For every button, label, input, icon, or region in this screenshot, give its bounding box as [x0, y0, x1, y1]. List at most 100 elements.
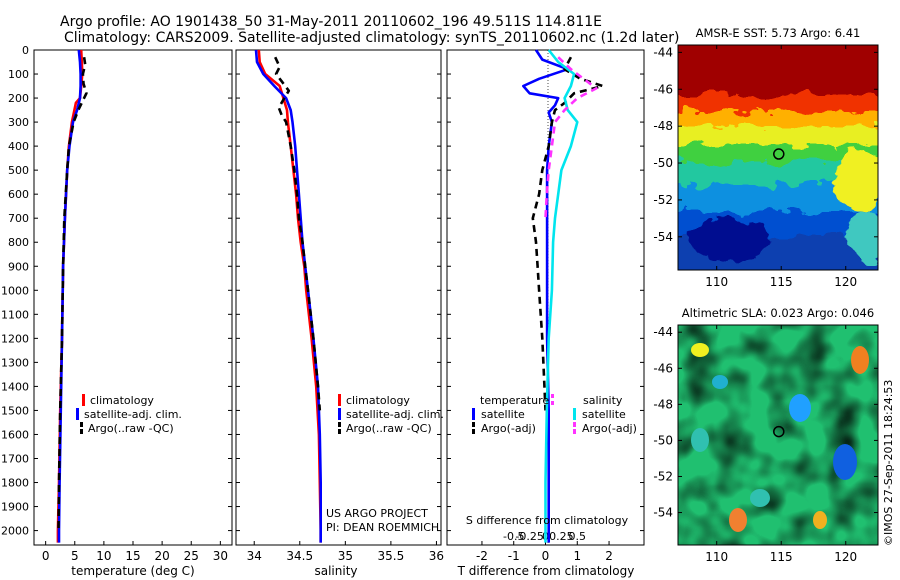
depth-tick-label: 400 — [8, 140, 29, 153]
legend-title-temperature: temperature — [480, 394, 549, 407]
sst-map-lon-label: 120 — [834, 275, 857, 289]
depth-tick-label: 700 — [8, 212, 29, 225]
legend-label-satellite-adj: satellite-adj. clim. — [84, 408, 182, 421]
sst-map-lat-label: -44 — [653, 45, 673, 59]
temperature-tick-label: 0 — [42, 549, 50, 563]
depth-tick-label: 1300 — [1, 356, 29, 369]
s-difference-tick-label: -0.25 — [515, 530, 543, 543]
sst-map-frame — [677, 44, 879, 271]
legend-title-salinity: salinity — [583, 394, 623, 407]
salinity-tick-label: 35.5 — [378, 549, 405, 563]
depth-tick-label: 1100 — [1, 308, 29, 321]
s-difference-tick-label: -0.5 — [503, 530, 524, 543]
temperature-xlabel: temperature (deg C) — [71, 564, 194, 578]
pi-credit: PI: DEAN ROEMMICH — [326, 521, 439, 534]
imos-timestamp: ©IMOS 27-Sep-2011 18:24:53 — [882, 380, 895, 546]
depth-tick-label: 800 — [8, 236, 29, 249]
difference-panel: -2 -1 0 1 2-0.5-0.250 0.250.5 — [446, 49, 645, 563]
sla-map-frame — [677, 324, 879, 546]
project-credit: US ARGO PROJECT — [326, 507, 428, 520]
legend-label-argo: Argo(..raw -QC) — [88, 422, 174, 435]
sst-map-lon-label: 115 — [770, 275, 793, 289]
legend-label-t-argo: Argo(-adj) — [481, 422, 536, 435]
temperature-legend: climatology satellite-adj. clim. Argo(..… — [76, 394, 182, 435]
s-difference-tick-label: 0.5 — [569, 530, 587, 543]
salinity-climatology-line — [257, 49, 323, 543]
depth-tick-label: 900 — [8, 260, 29, 273]
salinity-panel: 34 34.5 35 35.5 36 — [235, 49, 444, 563]
legend-label-climatology: climatology — [90, 394, 154, 407]
depth-tick-label: 1000 — [1, 284, 29, 297]
depth-tick-label: 2000 — [1, 525, 29, 538]
salinity-frame — [235, 49, 442, 546]
legend-swatch-s-argo — [573, 422, 576, 427]
legend-label-s-argo: Argo(-adj) — [582, 422, 637, 435]
legend-swatch-t-satellite — [472, 408, 475, 420]
sst-map-lat-label: -50 — [653, 156, 673, 170]
depth-tick-label: 300 — [8, 116, 29, 129]
temperature-tick-label: 5 — [71, 549, 79, 563]
t-difference-tick-label: -1 — [508, 549, 520, 563]
sla-map-lat-label: -52 — [653, 469, 673, 483]
difference-legend: temperature satellite Argo(-adj) salinit… — [472, 394, 637, 435]
t-difference-tick-label: 0 — [542, 549, 550, 563]
t-difference-xlabel: T difference from climatology — [457, 564, 635, 578]
depth-tick-label: 1600 — [1, 428, 29, 441]
sst-map-lat-label: -54 — [653, 230, 673, 244]
temperature-tick-label: 15 — [125, 549, 140, 563]
sst-map-lon-label: 110 — [705, 275, 728, 289]
legend-swatch-argo — [80, 422, 83, 427]
salinity-tick-label: 34.5 — [286, 549, 313, 563]
s-diff-argo-line — [544, 56, 598, 219]
temperature-tick-label: 20 — [154, 549, 169, 563]
sst-map: 110 115 120 -44 -46 -48 -50 -52 -54 — [653, 44, 879, 289]
legend-label-s-satellite: satellite — [582, 408, 626, 421]
s-difference-tick-label: 0.25 — [549, 530, 574, 543]
sst-map-title: AMSR-E SST: 5.73 Argo: 6.41 — [696, 26, 861, 40]
sla-map-lat-label: -54 — [653, 506, 673, 520]
depth-tick-label: 1700 — [1, 452, 29, 465]
legend-swatch-t-argo — [472, 422, 475, 427]
depth-tick-label: 1200 — [1, 332, 29, 345]
sst-map-lat-label: -48 — [653, 119, 673, 133]
legend-label-climatology: climatology — [346, 394, 410, 407]
depth-tick-label: 1800 — [1, 477, 29, 490]
legend-label-satellite-adj: satellite-adj. clim. — [346, 408, 444, 421]
sla-map-lon-label: 120 — [834, 550, 857, 564]
temperature-argo-line — [57, 57, 88, 531]
salinity-satellite-line — [254, 49, 323, 543]
sst-map-argo-location-marker — [773, 148, 785, 160]
depth-tick-label: 1500 — [1, 404, 29, 417]
salinity-tick-label: 34 — [247, 549, 262, 563]
depth-tick-label: 600 — [8, 188, 29, 201]
t-diff-argo-line — [531, 56, 605, 411]
depth-tick-label: 100 — [8, 68, 29, 81]
depth-tick-label: 1400 — [1, 380, 29, 393]
plot-title-line2: Climatology: CARS2009. Satellite-adjuste… — [64, 30, 680, 46]
sla-map: 110 115 120 -44 -46 -48 -50 -52 -54 — [653, 324, 879, 564]
sla-map-lon-label: 115 — [770, 550, 793, 564]
depth-tick-label: 1900 — [1, 501, 29, 514]
temperature-panel: 0100200300400500600700800900100011001200… — [1, 44, 233, 563]
sla-map-lat-label: -50 — [653, 433, 673, 447]
salinity-legend: climatology satellite-adj. clim. Argo(..… — [338, 394, 444, 435]
sst-map-lat-label: -52 — [653, 193, 673, 207]
depth-tick-label: 0 — [22, 44, 29, 57]
sst-map-lat-label: -46 — [653, 82, 673, 96]
legend-swatch-climatology — [338, 394, 341, 406]
legend-swatch-satellite-adj — [338, 408, 341, 420]
plot-title-line1: Argo profile: AO 1901438_50 31-May-2011 … — [60, 14, 602, 30]
s-difference-xlabel: S difference from climatology — [466, 514, 629, 527]
salinity-tick-label: 35 — [338, 549, 353, 563]
salinity-xlabel: salinity — [314, 564, 357, 578]
legend-swatch-argo — [338, 422, 341, 427]
legend-swatch-climatology — [82, 394, 85, 406]
sla-map-lat-label: -48 — [653, 397, 673, 411]
depth-tick-label: 200 — [8, 92, 29, 105]
legend-label-t-satellite: satellite — [481, 408, 525, 421]
salinity-tick-label: 36 — [429, 549, 444, 563]
legend-swatch-satellite-adj — [76, 408, 79, 420]
sla-map-lon-label: 110 — [705, 550, 728, 564]
sla-map-argo-location-marker — [773, 425, 785, 438]
